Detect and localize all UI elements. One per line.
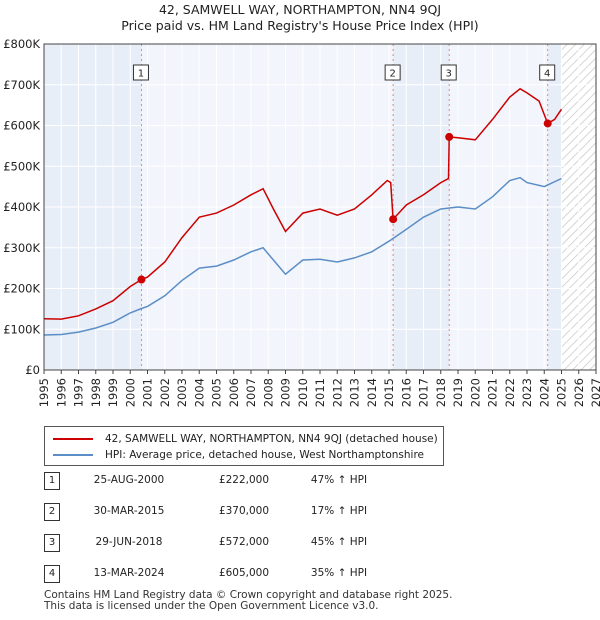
sale-number-label: 1 bbox=[138, 69, 144, 80]
legend-swatch-property bbox=[53, 438, 93, 440]
transaction-number-badge: 1 bbox=[44, 472, 60, 490]
y-tick-label: £700K bbox=[3, 78, 40, 92]
transaction-hpi-diff: 45% ↑ HPI bbox=[310, 536, 368, 548]
sale-point bbox=[137, 275, 146, 284]
x-tick-label: 2022 bbox=[503, 378, 517, 407]
x-tick-label: 2004 bbox=[192, 378, 206, 407]
sale-number-label: 2 bbox=[389, 69, 395, 80]
x-tick-label: 1999 bbox=[106, 378, 120, 407]
hpi-line bbox=[43, 176, 562, 336]
transaction-hpi-diff: 47% ↑ HPI bbox=[310, 474, 368, 486]
x-tick-label: 2000 bbox=[123, 378, 137, 407]
x-tick-label: 2012 bbox=[330, 378, 344, 407]
chart-title-block: 42, SAMWELL WAY, NORTHAMPTON, NN4 9QJ Pr… bbox=[0, 2, 600, 34]
x-tick-label: 2016 bbox=[399, 378, 413, 407]
table-row: 2 30-MAR-2015 £370,000 17% ↑ HPI bbox=[44, 503, 444, 521]
legend-item-property: 42, SAMWELL WAY, NORTHAMPTON, NN4 9QJ (d… bbox=[53, 432, 438, 446]
y-tick-label: £600K bbox=[3, 119, 40, 133]
x-tick-label: 1998 bbox=[89, 378, 103, 407]
x-tick-label: 1997 bbox=[72, 378, 86, 407]
x-tick-label: 2013 bbox=[348, 378, 362, 407]
transaction-number-badge: 3 bbox=[44, 534, 60, 552]
price-chart: 1 2 3 4 £0 £100K £200K £300K £400K £500K £600K £70… bbox=[3, 37, 600, 407]
legend-swatch-hpi bbox=[53, 454, 93, 456]
sale-number-label: 4 bbox=[544, 69, 550, 80]
y-tick-label: £0 bbox=[25, 363, 40, 377]
transaction-price: £222,000 bbox=[218, 474, 270, 486]
transaction-hpi-diff: 17% ↑ HPI bbox=[310, 505, 368, 517]
x-tick-label: 2005 bbox=[210, 378, 224, 407]
x-tick-label: 2015 bbox=[382, 378, 396, 407]
chart-subtitle: Price paid vs. HM Land Registry's House … bbox=[121, 18, 479, 33]
transaction-date: 25-AUG-2000 bbox=[93, 474, 165, 486]
legend-item-hpi: HPI: Average price, detached house, West… bbox=[53, 448, 424, 462]
chart-title: 42, SAMWELL WAY, NORTHAMPTON, NN4 9QJ bbox=[158, 2, 442, 17]
sale-number-box bbox=[539, 64, 556, 81]
x-tick-label: 2007 bbox=[244, 378, 258, 407]
x-tick-label: 2027 bbox=[589, 378, 600, 407]
x-tick-label: 2023 bbox=[520, 378, 534, 407]
legend-label-property: 42, SAMWELL WAY, NORTHAMPTON, NN4 9QJ (d… bbox=[105, 433, 438, 445]
table-row: 3 29-JUN-2018 £572,000 45% ↑ HPI bbox=[44, 534, 444, 552]
footer-license: This data is licensed under the Open Gov… bbox=[44, 600, 379, 612]
transaction-price: £605,000 bbox=[218, 567, 270, 579]
sale-point bbox=[445, 132, 454, 141]
sale-point bbox=[543, 119, 552, 128]
x-tick-label: 2014 bbox=[365, 378, 379, 407]
x-tick-label: 2006 bbox=[227, 378, 241, 407]
legend-label-hpi: HPI: Average price, detached house, West… bbox=[105, 449, 424, 461]
x-tick-label: 2026 bbox=[572, 378, 586, 407]
y-tick-label: £400K bbox=[3, 200, 40, 214]
x-tick-label: 2009 bbox=[279, 378, 293, 407]
footer: Contains HM Land Registry data © Crown c… bbox=[44, 590, 452, 612]
x-tick-label: 1995 bbox=[37, 378, 51, 407]
y-tick-label: £100K bbox=[3, 322, 40, 336]
transaction-date: 30-MAR-2015 bbox=[93, 505, 165, 517]
y-tick-label: £500K bbox=[3, 159, 40, 173]
y-tick-label: £800K bbox=[3, 37, 40, 51]
sale-number-box bbox=[440, 64, 457, 81]
y-tick-label: £300K bbox=[3, 241, 40, 255]
transaction-date: 29-JUN-2018 bbox=[95, 536, 163, 548]
sale-number-label: 3 bbox=[446, 69, 452, 80]
x-tick-label: 2003 bbox=[175, 378, 189, 407]
transaction-price: £370,000 bbox=[218, 505, 270, 517]
sale-number-box bbox=[132, 64, 149, 81]
transaction-price: £572,000 bbox=[218, 536, 270, 548]
x-tick-label: 2017 bbox=[417, 378, 431, 407]
table-row: 1 25-AUG-2000 £222,000 47% ↑ HPI bbox=[44, 472, 444, 490]
x-tick-label: 2021 bbox=[486, 378, 500, 407]
legend: 42, SAMWELL WAY, NORTHAMPTON, NN4 9QJ (d… bbox=[44, 426, 444, 466]
x-tick-label: 2025 bbox=[555, 378, 569, 407]
x-tick-label: 2010 bbox=[296, 378, 310, 407]
table-row: 4 13-MAR-2024 £605,000 35% ↑ HPI bbox=[44, 565, 444, 583]
transaction-number-badge: 4 bbox=[44, 565, 60, 583]
x-tick-label: 2024 bbox=[537, 378, 551, 407]
y-tick-label: £200K bbox=[3, 282, 40, 296]
sale-number-box bbox=[384, 64, 401, 81]
x-tick-label: 2008 bbox=[261, 378, 275, 407]
plot-border bbox=[43, 43, 597, 371]
x-tick-label: 2020 bbox=[468, 378, 482, 407]
x-tick-label: 2019 bbox=[451, 378, 465, 407]
x-tick-label: 1996 bbox=[54, 378, 68, 407]
footer-copyright: Contains HM Land Registry data © Crown c… bbox=[44, 589, 453, 601]
transaction-date: 13-MAR-2024 bbox=[93, 567, 165, 579]
transaction-hpi-diff: 35% ↑ HPI bbox=[310, 567, 368, 579]
transaction-number-badge: 2 bbox=[44, 503, 60, 521]
x-tick-label: 2002 bbox=[158, 378, 172, 407]
x-tick-label: 2001 bbox=[141, 378, 155, 407]
sale-point bbox=[389, 215, 398, 224]
x-tick-label: 2018 bbox=[434, 378, 448, 407]
x-tick-label: 2011 bbox=[313, 378, 327, 407]
